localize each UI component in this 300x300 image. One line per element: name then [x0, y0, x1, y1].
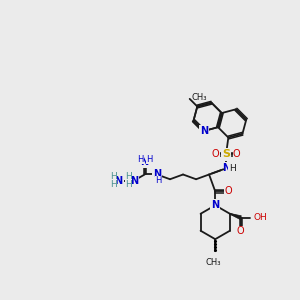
Text: N: N: [153, 169, 161, 179]
Text: O: O: [224, 186, 232, 197]
Text: N: N: [222, 163, 230, 173]
Text: O: O: [237, 226, 244, 236]
Text: S: S: [222, 149, 230, 160]
Text: N: N: [114, 176, 123, 186]
Text: H: H: [110, 172, 116, 181]
Text: O: O: [233, 149, 241, 160]
Text: N: N: [200, 126, 208, 136]
Text: H: H: [229, 164, 236, 173]
Text: H: H: [137, 154, 143, 164]
Text: OH: OH: [253, 213, 267, 222]
Text: N: N: [130, 176, 138, 186]
Text: O: O: [212, 149, 219, 160]
Text: H: H: [125, 172, 132, 181]
Text: H: H: [146, 154, 152, 164]
Text: H: H: [125, 180, 132, 189]
Text: CH₃: CH₃: [192, 93, 208, 102]
Text: H: H: [110, 180, 116, 189]
Text: N: N: [141, 157, 149, 167]
Polygon shape: [230, 213, 241, 219]
Text: CH₃: CH₃: [206, 258, 221, 267]
Text: H: H: [155, 176, 162, 185]
Text: N: N: [211, 200, 219, 210]
